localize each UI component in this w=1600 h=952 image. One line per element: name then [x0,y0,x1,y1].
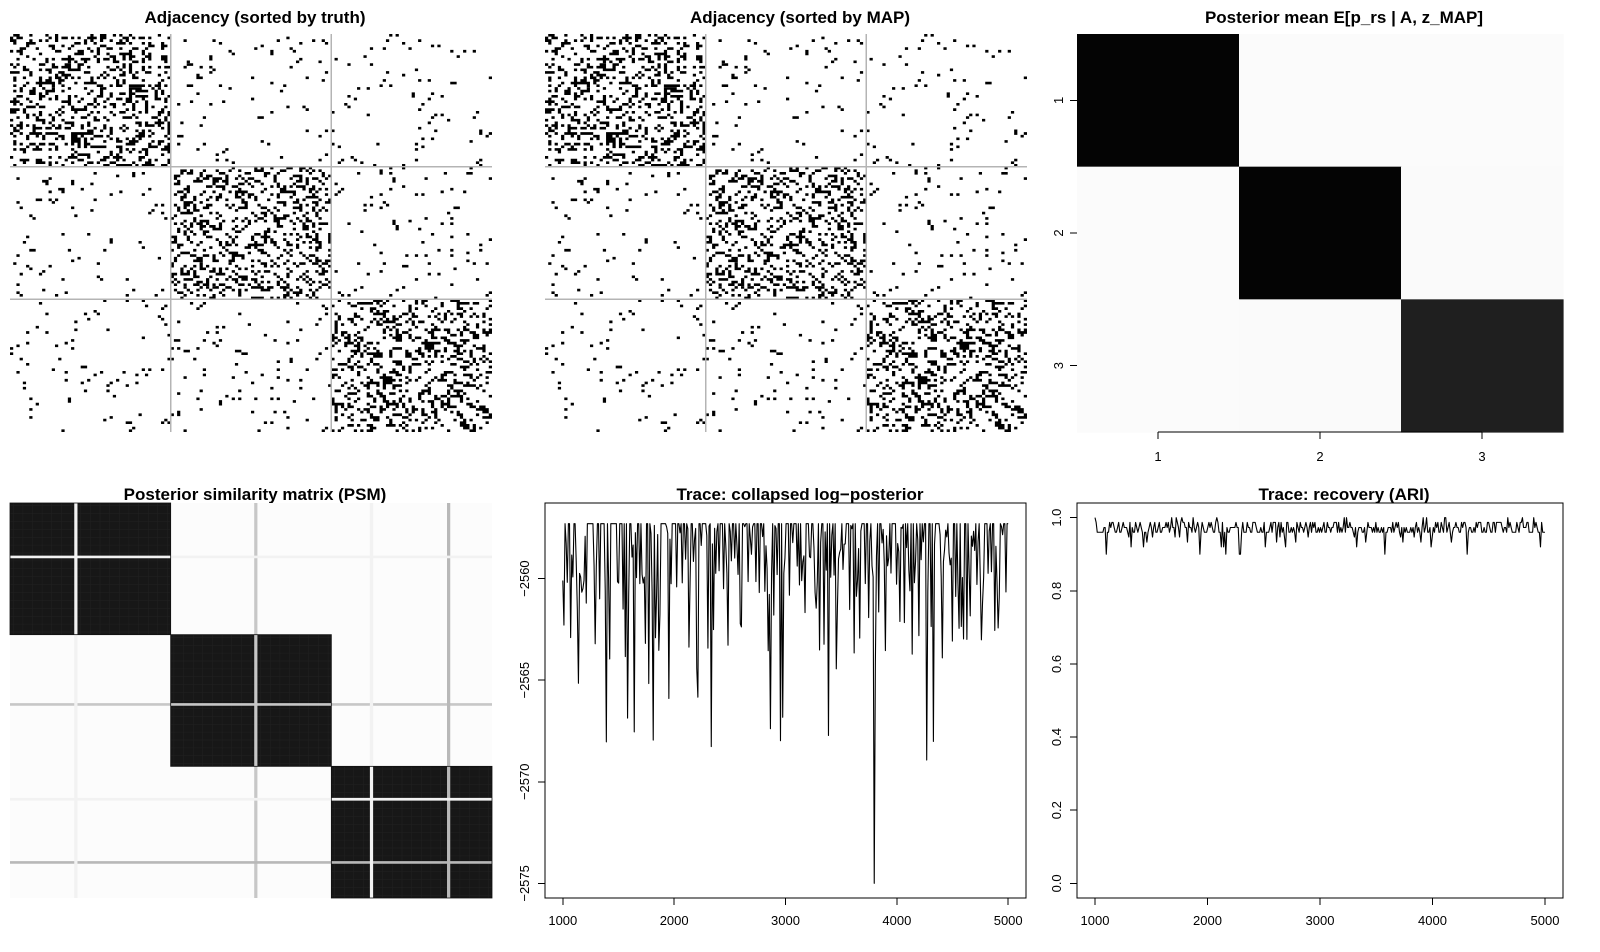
x-tick-label: 3 [1478,449,1485,464]
heatmap-cell [1401,299,1564,433]
x-axis: 1000 2000 3000 4000 5000 [1081,897,1560,928]
x-axis: 1 2 3 [1154,431,1486,464]
title-posterior-mean: Posterior mean E[p_rs | A, z_MAP] [1205,8,1483,27]
x-tick-label: 1000 [548,913,577,928]
y-tick-label: −2560 [517,560,532,597]
panel-adjacency-map: Adjacency (sorted by MAP) [545,8,1027,432]
y-tick-label: −2575 [517,865,532,902]
heatmap-cell [1077,299,1240,433]
y-tick-label: −2565 [517,662,532,699]
trace-line [1094,517,1545,555]
heatmap-cell [1401,34,1564,168]
panel-trace-logpost: Trace: collapsed log−posterior 1000 2000 3… [517,485,1027,928]
y-tick-label: 1 [1051,97,1066,104]
heatmap-cell [1077,34,1240,168]
heatmap-cell [1077,166,1240,300]
y-axis: 0.0 0.2 0.4 0.6 0.8 1.0 [1049,509,1078,892]
x-tick-label: 3000 [771,913,800,928]
x-tick-label: 1000 [1081,913,1110,928]
heatmap-cell [1239,299,1402,433]
y-tick-label: 3 [1051,362,1066,369]
trace-logpost-plot: 1000 2000 3000 4000 5000 −2560 −2565 −2570 −2575 [517,502,1027,928]
adjacency-edges [545,34,1027,432]
psm-block-outline [330,765,493,899]
plot-frame [1076,502,1564,899]
x-tick-label: 5000 [1531,913,1560,928]
heatmap-cell [1239,166,1402,300]
x-tick-label: 4000 [1418,913,1447,928]
y-tick-label: 0.6 [1049,655,1064,673]
panel-adjacency-truth: Adjacency (sorted by truth) [10,8,492,432]
panel-psm: Posterior similarity matrix (PSM) [9,485,493,899]
y-tick-label: 1.0 [1049,509,1064,527]
trace-ari-plot: 1000 2000 3000 4000 5000 0.0 0.2 0.4 0.6 0.8 1.0 [1049,502,1564,928]
x-tick-label: 2000 [1193,913,1222,928]
x-tick-label: 2 [1316,449,1323,464]
y-tick-label: 0.8 [1049,582,1064,600]
panel-trace-ari: Trace: recovery (ARI) 1000 2000 3000 4000 50… [1049,485,1564,928]
x-tick-label: 3000 [1306,913,1335,928]
y-tick-label: 0.0 [1049,874,1064,892]
y-axis: −2560 −2565 −2570 −2575 [517,560,546,902]
y-tick-label: −2570 [517,764,532,801]
title-trace-ari: Trace: recovery (ARI) [1258,485,1429,504]
psm-block-texture [10,503,492,898]
title-adjacency-truth: Adjacency (sorted by truth) [144,8,365,27]
y-tick-label: 2 [1051,229,1066,236]
psm-block-outline [9,502,172,636]
panel-posterior-mean: Posterior mean E[p_rs | A, z_MAP] 1 2 3 1 2 3 [1051,8,1564,464]
title-psm: Posterior similarity matrix (PSM) [124,485,387,504]
trace-line [562,523,1009,884]
x-tick-label: 2000 [660,913,689,928]
x-tick-label: 1 [1154,449,1161,464]
heatmap-cell [1401,166,1564,300]
psm-heatmap [9,502,493,899]
x-tick-label: 5000 [994,913,1023,928]
psm-block-outline [170,634,332,767]
y-tick-label: 0.2 [1049,801,1064,819]
heatmap-cell [1239,34,1402,168]
y-tick-label: 0.4 [1049,728,1064,746]
posterior-mean-heatmap: 1 2 3 1 2 3 [1051,34,1564,464]
y-axis: 1 2 3 [1051,97,1077,369]
title-adjacency-map: Adjacency (sorted by MAP) [690,8,910,27]
adjacency-map-matrix [545,34,1027,432]
x-tick-label: 4000 [882,913,911,928]
adjacency-edges [10,34,492,432]
title-trace-logpost: Trace: collapsed log−posterior [676,485,923,504]
adjacency-truth-matrix [10,34,492,432]
x-axis: 1000 2000 3000 4000 5000 [548,897,1023,928]
